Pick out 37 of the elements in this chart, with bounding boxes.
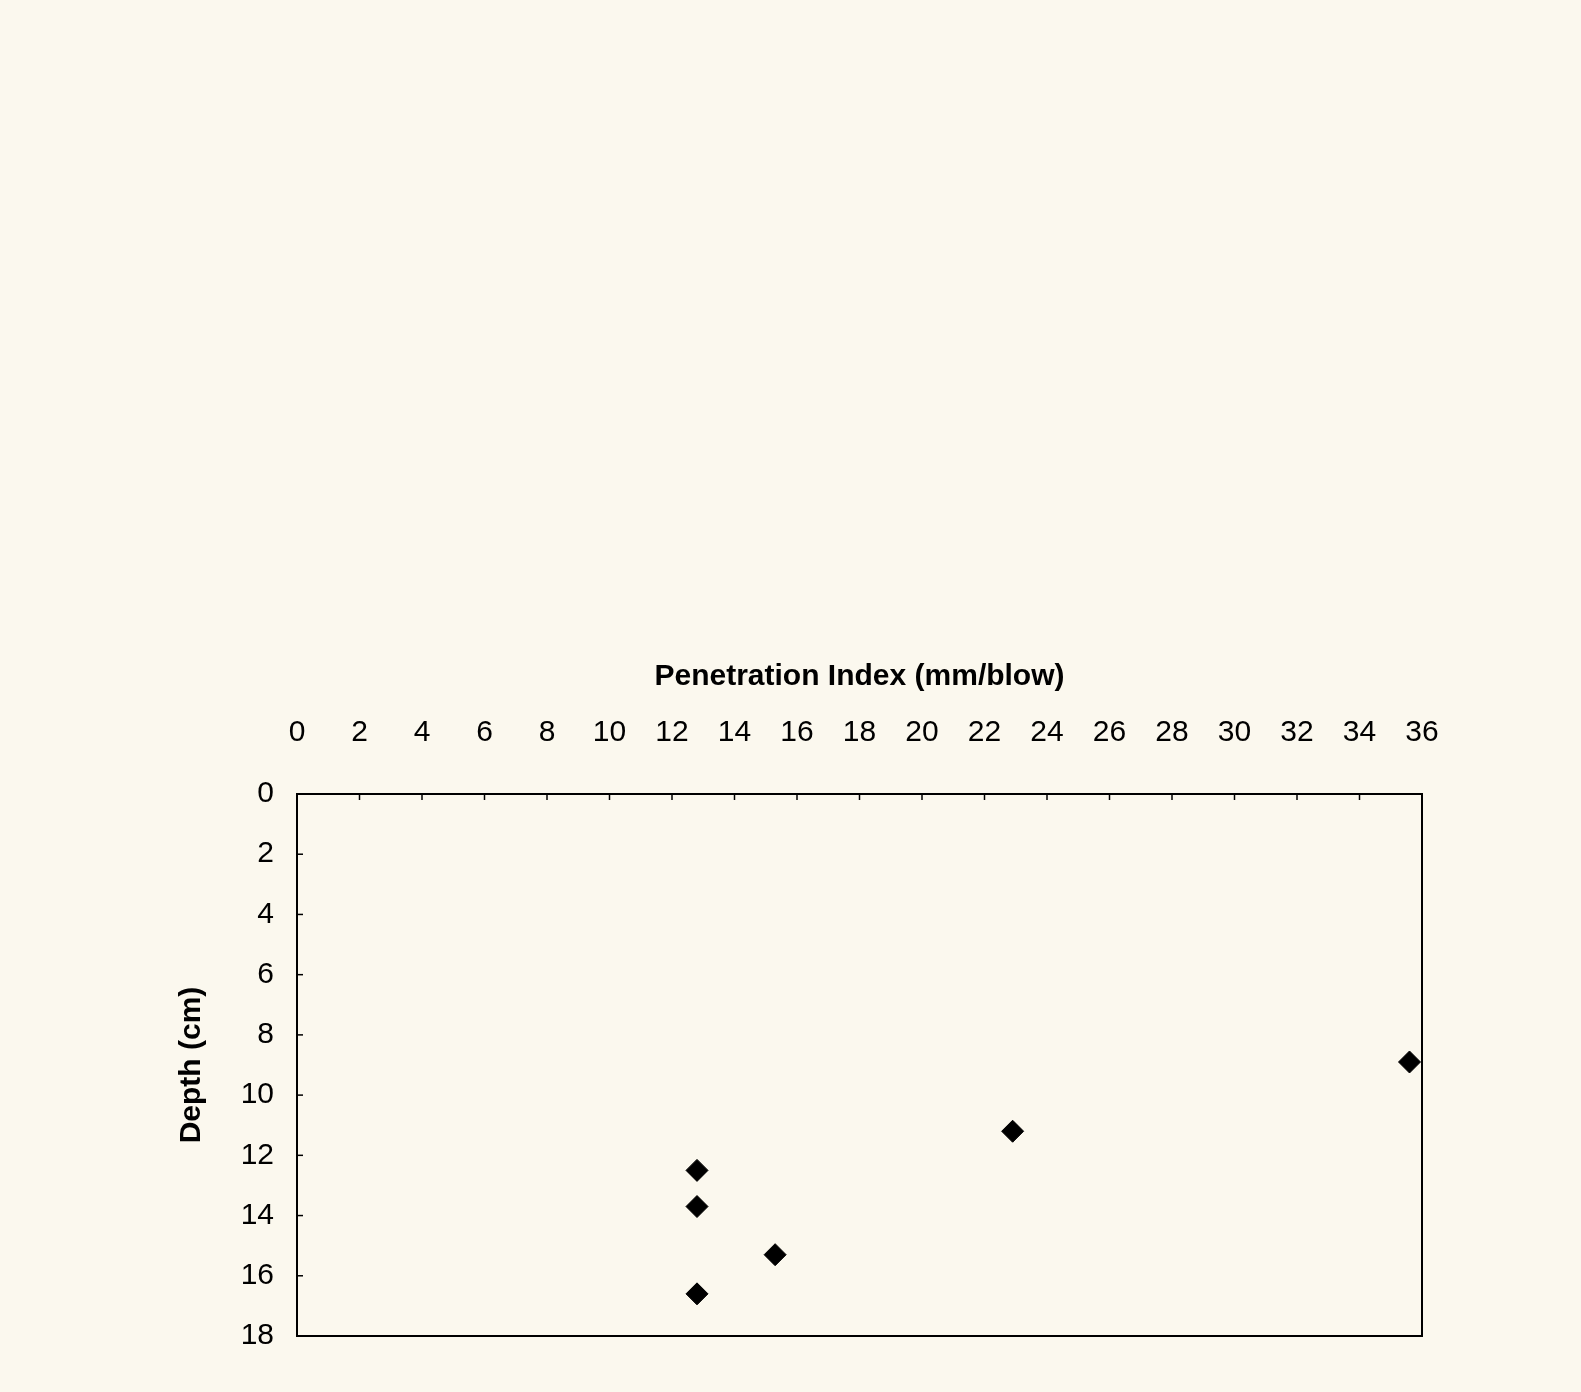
y-tick-label: 0 [257, 775, 274, 809]
y-tick-label: 8 [257, 1016, 274, 1050]
y-tick-label: 10 [240, 1076, 274, 1110]
x-tick-label: 32 [1280, 714, 1314, 748]
x-tick-label: 18 [842, 714, 877, 748]
x-axis-title: Penetration Index (mm/blow) [654, 658, 1065, 692]
x-tick-label: 16 [780, 714, 814, 748]
x-tick-label: 6 [476, 714, 493, 748]
y-axis-title: Depth (cm) [173, 986, 207, 1144]
y-tick-label: 14 [240, 1196, 274, 1230]
x-tick-label: 36 [1405, 714, 1439, 748]
x-tick-label: 26 [1092, 714, 1127, 748]
x-tick-label: 14 [717, 714, 752, 748]
y-tick-label: 6 [257, 955, 274, 989]
x-tick-label: 8 [538, 714, 556, 748]
point [1398, 1050, 1421, 1074]
x-tick-label: 20 [905, 714, 939, 748]
x-tick-label: 12 [655, 714, 689, 748]
point [685, 1158, 709, 1182]
point [1001, 1119, 1025, 1143]
y-tick-label: 4 [257, 895, 274, 929]
y-tick-label: 16 [240, 1257, 274, 1291]
x-tick-label: 2 [351, 714, 368, 748]
point [685, 1282, 709, 1306]
point [763, 1243, 787, 1267]
x-tick-label: 30 [1217, 714, 1252, 748]
x-tick-label: 34 [1342, 714, 1377, 748]
y-tick-label: 2 [257, 835, 274, 869]
point [685, 1195, 709, 1219]
x-tick-label: 4 [413, 714, 431, 748]
x-tick-label: 24 [1030, 714, 1064, 748]
x-tick-label: 10 [592, 714, 627, 748]
x-tick-label: 28 [1155, 714, 1189, 748]
x-tick-label: 22 [967, 714, 1002, 748]
y-tick-label: 18 [240, 1317, 274, 1351]
y-tick-label: 12 [240, 1136, 274, 1170]
x-tick-label: 0 [288, 714, 306, 748]
